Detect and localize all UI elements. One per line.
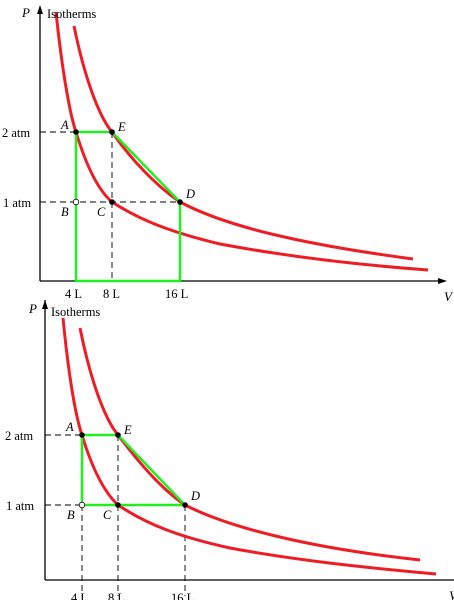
- x-tick-4l: 4 L: [71, 591, 88, 600]
- x-axis-label: V: [444, 289, 454, 304]
- x-axis-arrow: [438, 278, 447, 284]
- state-points: [78, 432, 188, 509]
- y-tick-1atm: 1 atm: [3, 196, 31, 210]
- label-a: A: [60, 118, 69, 132]
- dashed-guides: [45, 434, 186, 596]
- x-tick-4l: 4 L: [65, 287, 82, 301]
- state-points: [72, 129, 183, 206]
- x-axis-label: V: [449, 588, 454, 600]
- point-d: [182, 502, 188, 508]
- y-axis-label: P: [21, 5, 30, 20]
- label-a: A: [65, 420, 74, 434]
- y-axis-label: P: [28, 301, 37, 316]
- y-tick-2atm: 2 atm: [2, 126, 30, 140]
- y-axis-arrow: [37, 5, 43, 14]
- point-b: [72, 198, 80, 206]
- label-d: D: [185, 187, 195, 201]
- point-a: [79, 432, 85, 438]
- isotherm-upper: [78, 327, 421, 562]
- label-b: B: [67, 508, 75, 522]
- label-c: C: [97, 205, 106, 219]
- y-tick-1atm: 1 atm: [6, 499, 34, 513]
- x-tick-8l: 8 L: [103, 287, 120, 301]
- point-e: [109, 129, 115, 135]
- point-d: [177, 199, 183, 205]
- y-axis-arrow: [42, 300, 48, 309]
- isotherm-lower: [61, 317, 437, 576]
- label-d: D: [190, 489, 200, 503]
- point-a: [73, 129, 79, 135]
- diagram-top: P Isotherms V 2 atm 1 atm 4 L 8 L 16 L A…: [2, 5, 454, 304]
- point-b: [78, 501, 86, 509]
- label-e: E: [117, 120, 126, 134]
- diagram-bottom: P Isotherms V 2 atm 1 atm 4 L 8 L 16 L A…: [5, 300, 454, 600]
- point-c: [115, 502, 121, 508]
- label-e: E: [123, 423, 132, 437]
- isotherm-upper: [72, 25, 414, 261]
- y-tick-2atm: 2 atm: [5, 429, 33, 443]
- process-path: [74, 130, 182, 283]
- x-tick-8l: 8 L: [108, 591, 125, 600]
- isotherm-lower: [54, 11, 429, 272]
- label-c: C: [103, 508, 112, 522]
- x-tick-16l: 16 L: [171, 591, 194, 600]
- point-e: [115, 432, 121, 438]
- title: Isotherms: [51, 305, 100, 319]
- title: Isotherms: [47, 7, 96, 21]
- x-tick-16l: 16 L: [165, 287, 188, 301]
- label-b: B: [61, 205, 69, 219]
- point-c: [109, 199, 115, 205]
